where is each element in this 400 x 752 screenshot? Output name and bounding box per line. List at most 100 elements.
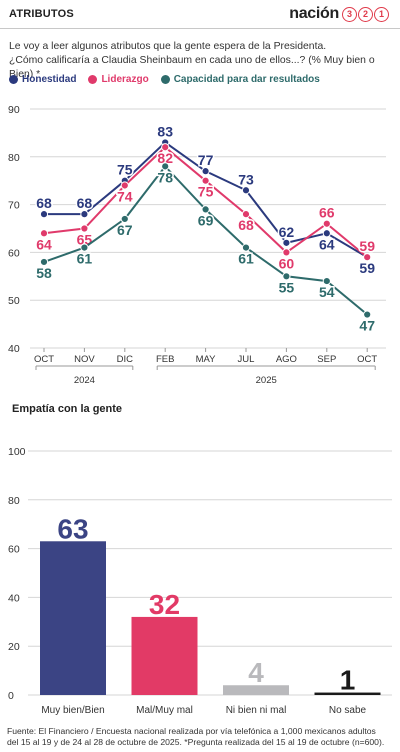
y-tick-label: 50 [8,295,20,307]
y-tick-label: 0 [8,690,14,702]
data-point [201,205,210,214]
question-line-1: Le voy a leer algunos atributos que la g… [9,41,327,52]
bar-value-label: 1 [340,665,356,696]
data-point [120,214,129,224]
data-point [80,210,89,219]
legend-item-capacidad: Capacidad para dar resultados [160,74,320,85]
data-label: 59 [359,260,375,276]
bar [223,685,289,695]
data-point [282,248,291,257]
data-label: 64 [319,236,335,252]
data-label: 68 [36,195,52,211]
brand-digit-1: 3 [342,6,357,22]
data-point [120,181,129,190]
data-point [363,253,372,262]
data-point [39,210,49,219]
x-tick-label: NOV [74,354,95,365]
y-tick-label: 40 [8,592,20,604]
data-point [201,167,210,176]
y-tick-label: 100 [8,446,26,458]
x-tick-label: SEP [317,354,336,365]
x-tick-label: AGO [276,354,297,365]
data-label: 61 [238,251,254,267]
bar-chart: 0 20 40 60 80 100 63 Muy bien/Bien 32 Mal/Muy mal… [8,446,392,716]
legend-label: Honestidad [22,74,77,85]
data-point [39,229,49,238]
data-point [161,143,170,152]
data-label: 83 [157,123,173,139]
y-tick-label: 80 [8,152,20,164]
data-label: 61 [77,251,93,267]
data-label: 69 [198,212,214,228]
data-label: 67 [117,222,133,238]
y-tick-label: 80 [8,495,20,507]
legend-dot-icon [88,75,98,84]
brand-digit-2: 2 [358,6,373,22]
footnote-line-2: del 15 al 19 y de 24 al 28 de octubre de… [7,737,385,747]
bar-value-label: 63 [57,513,88,544]
footnote-line-1: Fuente: El Financiero / Encuesta naciona… [7,726,376,736]
data-point [241,186,251,195]
data-label: 73 [238,171,254,187]
question-line-2: ¿Cómo calificaría a Claudia Sheinbaum en… [9,55,375,80]
data-point [322,229,331,238]
bar [131,616,198,695]
data-label: 68 [77,195,93,211]
data-point [201,176,210,185]
data-label: 47 [359,318,375,334]
x-tick-label: JUL [238,354,255,365]
data-label: 75 [198,184,214,200]
y-tick-label: 60 [8,247,20,259]
data-label: 64 [36,236,52,252]
data-point [241,210,251,219]
source-footnote: Fuente: El Financiero / Encuesta naciona… [7,726,397,748]
bar [40,541,106,695]
x-tick-label: OCT [357,354,377,365]
data-label: 78 [157,169,173,185]
bar-category-label: Mal/Muy mal [136,705,193,716]
data-label: 66 [319,205,335,221]
line-chart-legend: Honestidad Liderazgo Capacidad para dar … [9,74,332,85]
data-label: 77 [198,152,214,168]
y-tick-label: 60 [8,544,20,556]
legend-item-liderazgo: Liderazgo [88,74,149,85]
data-label: 55 [279,279,295,295]
y-tick-label: 90 [8,104,20,116]
data-label: 68 [238,217,254,233]
x-tick-label: FEB [156,354,174,365]
y-tick-label: 40 [8,343,20,355]
data-label: 75 [117,162,133,178]
year-label: 2025 [256,375,277,386]
data-label: 59 [359,238,375,254]
data-label: 82 [157,150,173,166]
year-label: 2024 [74,375,95,386]
data-label: 60 [279,255,295,271]
data-point [322,219,331,228]
y-tick-label: 20 [8,641,20,653]
x-tick-label: OCT [34,354,54,365]
bar-value-label: 4 [248,657,264,688]
data-point [322,276,331,286]
brand-wordmark: nación [289,5,339,22]
line-chart: 40 50 60 70 80 90 OCT NOV DIC FEB MAY JUL AGO SEP OCT 2… [8,104,386,386]
x-tick-label: MAY [196,354,217,365]
data-label: 58 [36,265,52,281]
data-point [241,243,251,252]
data-label: 74 [117,188,133,204]
legend-dot-icon [9,75,18,84]
legend-dot-icon [160,75,170,84]
legend-item-honestidad: Honestidad [9,74,76,85]
data-point [282,238,291,247]
question-text: Le voy a leer algunos atributos que la g… [9,40,394,82]
data-point [363,310,372,319]
y-tick-label: 70 [8,200,20,212]
data-point [80,243,89,252]
brand-logo: nación 3 2 1 [289,4,389,24]
brand-digit-3: 1 [374,6,389,22]
bar-chart-title: Empatía con la gente [12,403,123,415]
legend-label: Liderazgo [101,74,149,85]
x-tick-label: DIC [117,354,134,365]
bar-category-label: Ni bien ni mal [226,705,287,716]
data-point [282,272,291,281]
data-point [80,224,89,233]
